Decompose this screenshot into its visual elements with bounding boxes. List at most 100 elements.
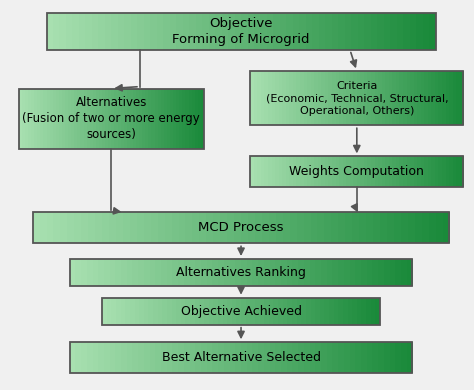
Bar — [287, 259, 293, 286]
Bar — [332, 259, 338, 286]
Bar — [66, 13, 73, 50]
Bar — [150, 342, 156, 373]
Bar — [241, 259, 247, 286]
Bar — [182, 13, 190, 50]
Bar — [218, 298, 223, 325]
Bar — [98, 342, 104, 373]
Text: Weights Computation: Weights Computation — [290, 165, 424, 178]
Bar — [321, 156, 325, 187]
Bar — [332, 13, 339, 50]
Bar — [241, 213, 248, 243]
Bar — [167, 259, 173, 286]
Bar — [307, 71, 311, 125]
Bar — [346, 156, 350, 187]
Bar — [267, 13, 274, 50]
Bar — [446, 156, 450, 187]
Bar — [144, 213, 151, 243]
Bar — [59, 89, 63, 149]
Bar — [261, 13, 267, 50]
Bar — [152, 89, 155, 149]
Bar — [325, 13, 332, 50]
Bar — [150, 13, 157, 50]
Bar — [172, 213, 179, 243]
Bar — [107, 298, 112, 325]
Bar — [286, 71, 290, 125]
Bar — [339, 71, 343, 125]
Bar — [92, 259, 99, 286]
Bar — [410, 71, 414, 125]
Bar — [339, 156, 343, 187]
Bar — [344, 259, 350, 286]
Bar — [378, 342, 384, 373]
Bar — [422, 213, 429, 243]
Bar — [287, 342, 293, 373]
Bar — [336, 156, 339, 187]
Bar — [257, 156, 261, 187]
Bar — [421, 156, 425, 187]
Bar — [59, 13, 66, 50]
Bar — [261, 71, 265, 125]
Bar — [423, 13, 429, 50]
Bar — [356, 259, 362, 286]
Bar — [298, 259, 304, 286]
Bar — [18, 89, 22, 149]
Bar — [312, 13, 319, 50]
Bar — [158, 298, 163, 325]
Bar — [229, 342, 236, 373]
Bar — [153, 298, 158, 325]
Bar — [279, 71, 283, 125]
Bar — [382, 71, 386, 125]
Bar — [456, 156, 460, 187]
Bar — [431, 71, 436, 125]
Bar — [383, 13, 391, 50]
Bar — [276, 213, 283, 243]
Bar — [262, 213, 269, 243]
Bar — [357, 298, 362, 325]
Bar — [407, 156, 410, 187]
Bar — [250, 156, 255, 187]
Bar — [111, 89, 115, 149]
Bar — [293, 71, 297, 125]
Bar — [449, 71, 453, 125]
Bar — [403, 13, 410, 50]
Bar — [258, 342, 264, 373]
Bar — [280, 13, 287, 50]
Bar — [201, 89, 204, 149]
Bar — [201, 342, 207, 373]
Bar — [318, 156, 322, 187]
Bar — [247, 13, 255, 50]
Bar — [189, 89, 192, 149]
Bar — [401, 259, 407, 286]
Bar — [390, 13, 397, 50]
Bar — [403, 156, 407, 187]
Bar — [345, 213, 353, 243]
Bar — [395, 342, 401, 373]
Bar — [220, 213, 228, 243]
Bar — [264, 156, 268, 187]
Bar — [22, 89, 25, 149]
Bar — [431, 156, 436, 187]
Bar — [213, 213, 221, 243]
Text: Best Alternative Selected: Best Alternative Selected — [162, 351, 320, 364]
Bar — [70, 259, 76, 286]
Bar — [247, 342, 253, 373]
Bar — [364, 156, 368, 187]
Bar — [371, 156, 375, 187]
Bar — [213, 298, 219, 325]
Bar — [358, 13, 365, 50]
Bar — [378, 156, 382, 187]
Bar — [130, 89, 133, 149]
Bar — [258, 259, 264, 286]
Bar — [176, 298, 181, 325]
Bar — [334, 298, 339, 325]
Bar — [170, 89, 173, 149]
Bar — [397, 13, 403, 50]
Bar — [99, 13, 105, 50]
Bar — [389, 156, 393, 187]
Bar — [114, 89, 118, 149]
Bar — [374, 71, 379, 125]
Bar — [264, 342, 270, 373]
Bar — [371, 13, 378, 50]
Bar — [343, 71, 346, 125]
Bar — [137, 213, 144, 243]
